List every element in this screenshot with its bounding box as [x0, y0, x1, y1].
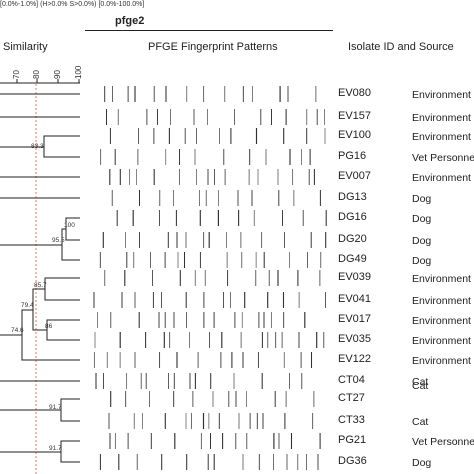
clade-ev039-ev041: [44, 277, 80, 301]
node-label-n4: 85.7: [34, 282, 47, 289]
isolate-source: Cat: [412, 376, 429, 388]
clade-pg21-dg36: [0, 440, 80, 463]
isolate-source: Environment: [412, 295, 471, 307]
isolate-id: EV039: [338, 271, 372, 283]
clade-dog-group: [0, 228, 80, 261]
isolate-source: Environment: [412, 89, 471, 101]
isolate-source: Vet Personnel: [412, 436, 474, 448]
scale-label-70: 70: [12, 70, 21, 79]
isolate-source: Environment: [412, 315, 471, 327]
isolate-source: Dog: [412, 235, 432, 247]
isolate-source: Cat: [412, 416, 429, 428]
patterns-column-header: PFGE Fingerprint Patterns: [148, 41, 278, 53]
node-label-n2: 100: [64, 222, 75, 229]
isolate-id: DG16: [338, 211, 367, 223]
isolate-source: Environment: [412, 335, 471, 347]
dendrogram-tree: [0, 93, 80, 463]
similarity-scale: 70 80 90 100: [0, 65, 83, 84]
isolate-source: Cat: [412, 380, 429, 392]
isolate-id: DG36: [338, 455, 367, 467]
isolate-source: Dog: [412, 213, 432, 225]
clade-env-all: [0, 309, 80, 361]
scale-label-100: 100: [74, 65, 83, 79]
clade-ct27-ct33: [0, 398, 80, 422]
analysis-parameters: [0.0%-1.0%] (H>0.0% S>0.0%) [0.0%-100.0%…: [0, 1, 145, 8]
node-label-n9: 91.7: [49, 445, 62, 452]
isolate-source: Dog: [412, 193, 432, 205]
analysis-name: pfge2: [115, 15, 145, 27]
node-label-n8: 91.7: [49, 404, 62, 411]
isolate-id: EV041: [338, 293, 372, 305]
node-label-n3: 95.5: [52, 237, 65, 244]
isolate-source: Environment: [412, 355, 471, 367]
isolate-source: Environment: [412, 112, 471, 124]
isolate-id: EV100: [338, 129, 372, 141]
isolate-id: CT04: [338, 374, 365, 386]
header-rule: [85, 30, 333, 31]
isolate-id: CT33: [338, 414, 365, 426]
isolate-source: Environment: [412, 172, 471, 184]
isolate-id: EV007: [338, 170, 372, 182]
isolate-id: EV080: [338, 87, 372, 99]
isolate-id: DG20: [338, 233, 367, 245]
isolate-source: Dog: [412, 457, 432, 469]
isolate-id: DG13: [338, 191, 367, 203]
node-label-n7: 74.6: [11, 327, 24, 334]
isolate-id: EV035: [338, 333, 372, 345]
node-label-n5: 79.4: [21, 302, 34, 309]
isolate-source: Dog: [412, 255, 432, 267]
similarity-column-header: Similarity: [3, 41, 48, 53]
isolate-id: PG21: [338, 434, 367, 446]
scale-label-80: 80: [32, 70, 41, 79]
isolate-id: DG49: [338, 253, 367, 265]
isolate-id: PG16: [338, 150, 367, 162]
isolate-id: EV017: [338, 313, 372, 325]
isolate-source: Vet Personnel: [412, 152, 474, 164]
isolate-source: Environment: [412, 131, 471, 143]
isolate-id: EV157: [338, 110, 372, 122]
node-label-n1: 83.3: [31, 143, 44, 150]
isolate-source: Environment: [412, 273, 471, 285]
isolate-column-header: Isolate ID and Source: [348, 41, 454, 53]
scale-label-90: 90: [53, 70, 62, 79]
isolate-id: EV122: [338, 353, 372, 365]
clade-ev100-pg16: [0, 135, 80, 158]
isolate-id: CT27: [338, 392, 365, 404]
node-label-n6: 86: [45, 323, 53, 330]
pfge-band-patterns: [93, 86, 327, 470]
